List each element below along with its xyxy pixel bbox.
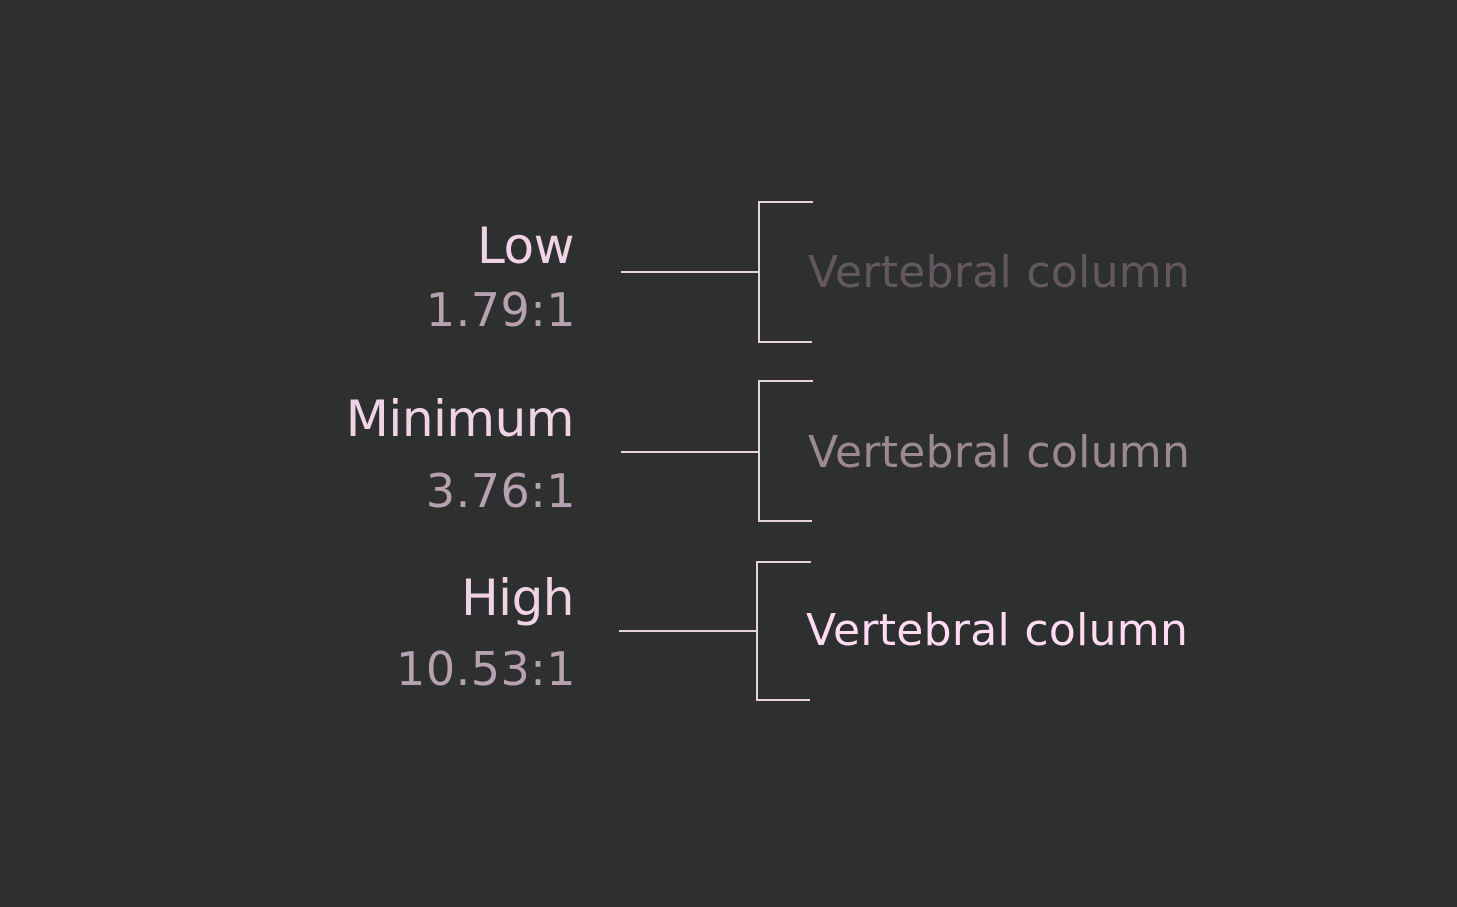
bracket-connector — [621, 380, 813, 522]
bracket — [756, 561, 811, 701]
level-label: High — [461, 569, 574, 627]
bracket — [758, 201, 813, 343]
contrast-ratio: 10.53:1 — [396, 642, 576, 696]
bracket-connector — [621, 201, 813, 343]
sample-text: Vertebral column — [806, 605, 1189, 656]
bracket — [758, 380, 813, 522]
contrast-ratio: 3.76:1 — [425, 464, 576, 518]
contrast-row-low: Low 1.79:1 Vertebral column — [0, 201, 1457, 343]
level-label: Low — [477, 217, 574, 275]
contrast-ratio: 1.79:1 — [425, 283, 576, 337]
contrast-row-minimum: Minimum 3.76:1 Vertebral column — [0, 380, 1457, 522]
sample-text: Vertebral column — [808, 427, 1191, 478]
level-label: Minimum — [345, 390, 575, 448]
bracket-connector — [619, 561, 811, 701]
sample-text: Vertebral column — [808, 247, 1191, 298]
contrast-row-high: High 10.53:1 Vertebral column — [0, 561, 1457, 703]
